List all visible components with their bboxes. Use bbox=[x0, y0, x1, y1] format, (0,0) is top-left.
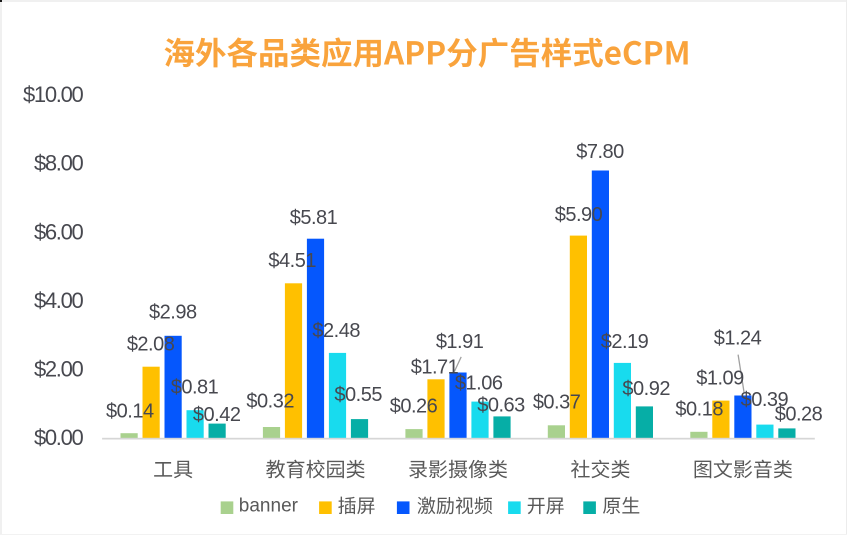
svg-text:$1.91: $1.91 bbox=[436, 331, 484, 353]
svg-text:$2.98: $2.98 bbox=[149, 302, 197, 324]
svg-text:$0.37: $0.37 bbox=[533, 391, 581, 413]
svg-text:$0.55: $0.55 bbox=[334, 384, 382, 406]
svg-text:$0.63: $0.63 bbox=[477, 395, 525, 417]
svg-text:$2.00: $2.00 bbox=[34, 357, 84, 382]
svg-text:$0.14: $0.14 bbox=[106, 401, 154, 423]
svg-text:$0.81: $0.81 bbox=[171, 377, 219, 399]
svg-text:$6.00: $6.00 bbox=[34, 219, 84, 244]
svg-text:$1.06: $1.06 bbox=[455, 373, 503, 395]
svg-text:$0.18: $0.18 bbox=[675, 398, 723, 420]
svg-text:$4.00: $4.00 bbox=[34, 288, 84, 313]
svg-text:$2.19: $2.19 bbox=[601, 331, 649, 353]
svg-text:$5.90: $5.90 bbox=[555, 204, 603, 226]
svg-text:$8.00: $8.00 bbox=[34, 151, 84, 176]
svg-text:banner: banner bbox=[239, 495, 299, 516]
svg-text:$5.81: $5.81 bbox=[290, 207, 338, 229]
svg-text:$0.32: $0.32 bbox=[246, 390, 294, 412]
svg-text:$4.51: $4.51 bbox=[268, 250, 316, 272]
svg-text:$2.48: $2.48 bbox=[312, 320, 360, 342]
svg-text:$1.24: $1.24 bbox=[714, 328, 762, 350]
svg-text:$0.28: $0.28 bbox=[775, 404, 823, 426]
svg-text:$1.71: $1.71 bbox=[411, 357, 459, 379]
svg-text:$0.26: $0.26 bbox=[390, 396, 438, 418]
svg-text:$2.08: $2.08 bbox=[127, 334, 175, 356]
svg-text:$10.00: $10.00 bbox=[23, 82, 84, 107]
svg-text:$0.42: $0.42 bbox=[193, 404, 241, 426]
svg-text:$7.80: $7.80 bbox=[576, 141, 624, 163]
svg-text:$0.92: $0.92 bbox=[622, 378, 670, 400]
svg-text:$0.00: $0.00 bbox=[34, 425, 84, 450]
svg-text:$0.39: $0.39 bbox=[741, 389, 789, 411]
svg-text:$1.09: $1.09 bbox=[696, 368, 744, 390]
